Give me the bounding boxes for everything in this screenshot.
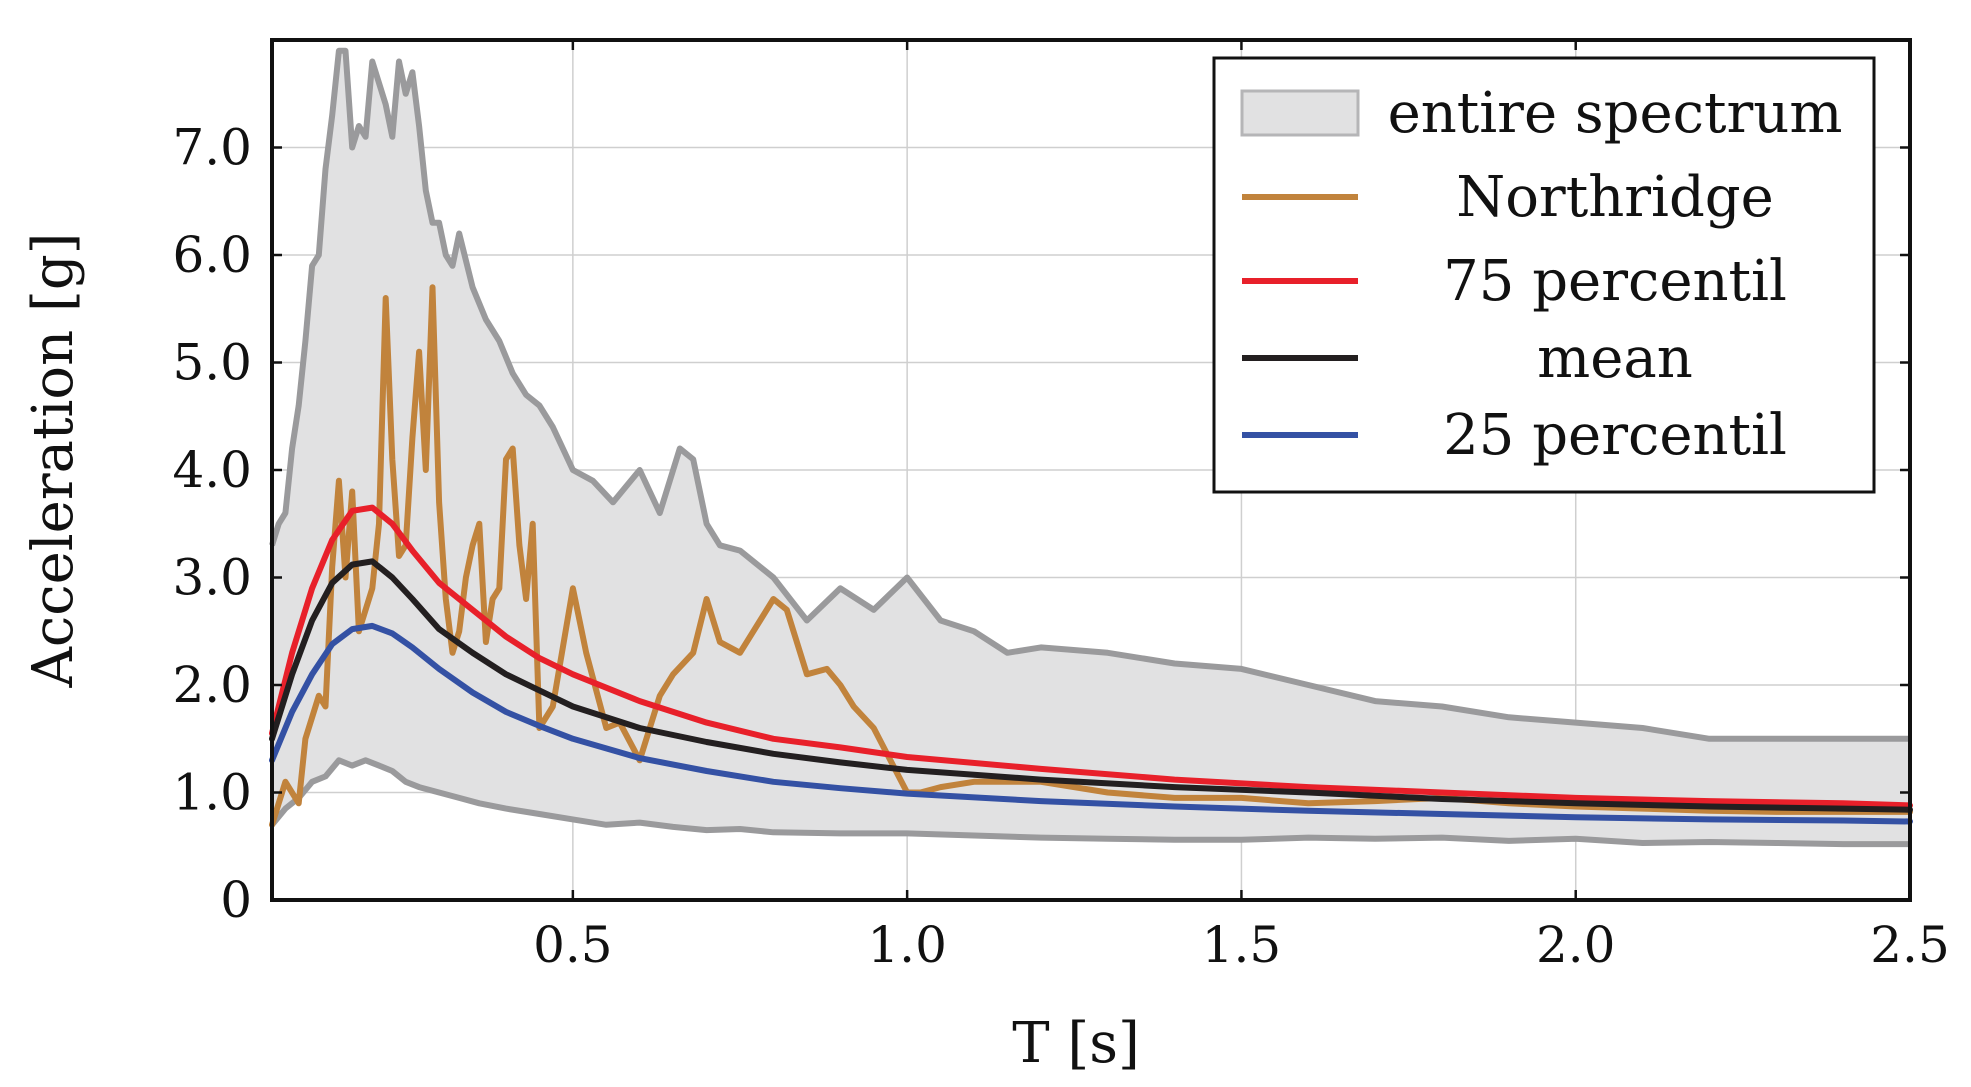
band-layer	[269, 47, 1910, 848]
legend: entire spectrum Northridge 75 percentil mea…	[1212, 56, 1876, 494]
y-tick-label: 3.0	[172, 549, 252, 607]
legend-label-mean: mean	[1537, 326, 1693, 391]
x-tick-label: 1.5	[1202, 916, 1282, 974]
series-layer	[269, 284, 1913, 828]
entire-spectrum-upper-edge	[269, 47, 1910, 742]
x-tick-label: 0.5	[533, 916, 613, 974]
y-tick-label: 4.0	[172, 441, 252, 499]
entire-spectrum-lower-edge	[269, 757, 1910, 848]
y-tick-label: 7.0	[172, 119, 252, 177]
legend-label-75-percentil: 75 percentil	[1443, 249, 1787, 314]
series-line-75-percentil	[269, 504, 1913, 809]
axis-ticks: 0.5 1.0 1.5 2.0 2.5 0 1.0 2.0 3.0 4.0 5.0 6.0 7.0	[172, 40, 1950, 974]
x-tick-label: 1.0	[867, 916, 947, 974]
x-tick-label: 2.5	[1870, 916, 1950, 974]
y-tick-label: 6.0	[172, 226, 252, 284]
y-tick-label: 2.0	[172, 656, 252, 714]
y-tick-label: 5.0	[172, 334, 252, 392]
legend-label-25-percentil: 25 percentil	[1443, 403, 1787, 468]
y-axis-title: Acceleration [g]	[21, 232, 86, 688]
x-tick-label: 2.0	[1536, 916, 1616, 974]
series-line-25-percentil	[269, 622, 1913, 825]
y-tick-label: 1.0	[172, 764, 252, 822]
legend-swatch-entire-spectrum	[1240, 89, 1360, 137]
legend-label-entire-spectrum: entire spectrum	[1388, 81, 1843, 146]
entire-spectrum-band	[272, 50, 1910, 845]
legend-label-northridge: Northridge	[1456, 165, 1774, 230]
x-axis-title: T [s]	[1012, 1011, 1140, 1076]
y-tick-label: 0	[220, 871, 252, 929]
series-line-mean	[269, 558, 1913, 813]
series-line-northridge	[269, 284, 1913, 828]
